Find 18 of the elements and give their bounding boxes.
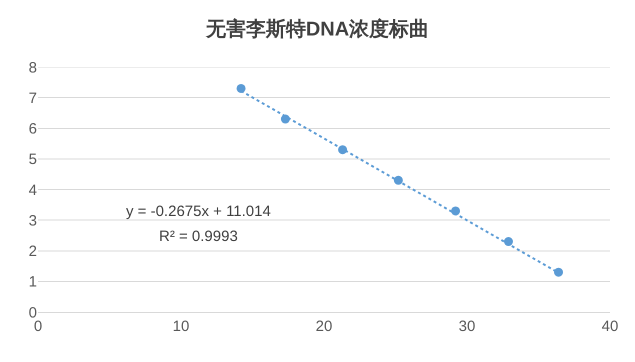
- x-tick-label: 40: [602, 318, 618, 335]
- x-tick-label: 30: [458, 318, 476, 335]
- y-tick-label: 0: [28, 304, 37, 322]
- y-tick-label: 4: [28, 182, 37, 199]
- y-tick-label: 2: [28, 243, 37, 260]
- chart-title: 无害李斯特DNA浓度标曲: [204, 18, 430, 41]
- y-tick-label: 1: [28, 274, 37, 291]
- annotation: y = -0.2675x + 11.014: [126, 203, 271, 220]
- point: [554, 268, 564, 277]
- y-tick-label: 7: [28, 90, 37, 107]
- x-tick-label: 10: [172, 318, 190, 335]
- y-tick-label: 5: [28, 151, 37, 168]
- annotation: R² = 0.9993: [159, 228, 238, 245]
- y-tick-label: 6: [28, 120, 37, 138]
- point: [236, 84, 246, 93]
- y-tick-label: 3: [28, 212, 37, 230]
- y-tick-label: 8: [28, 59, 37, 76]
- x-tick-label: 20: [316, 318, 332, 335]
